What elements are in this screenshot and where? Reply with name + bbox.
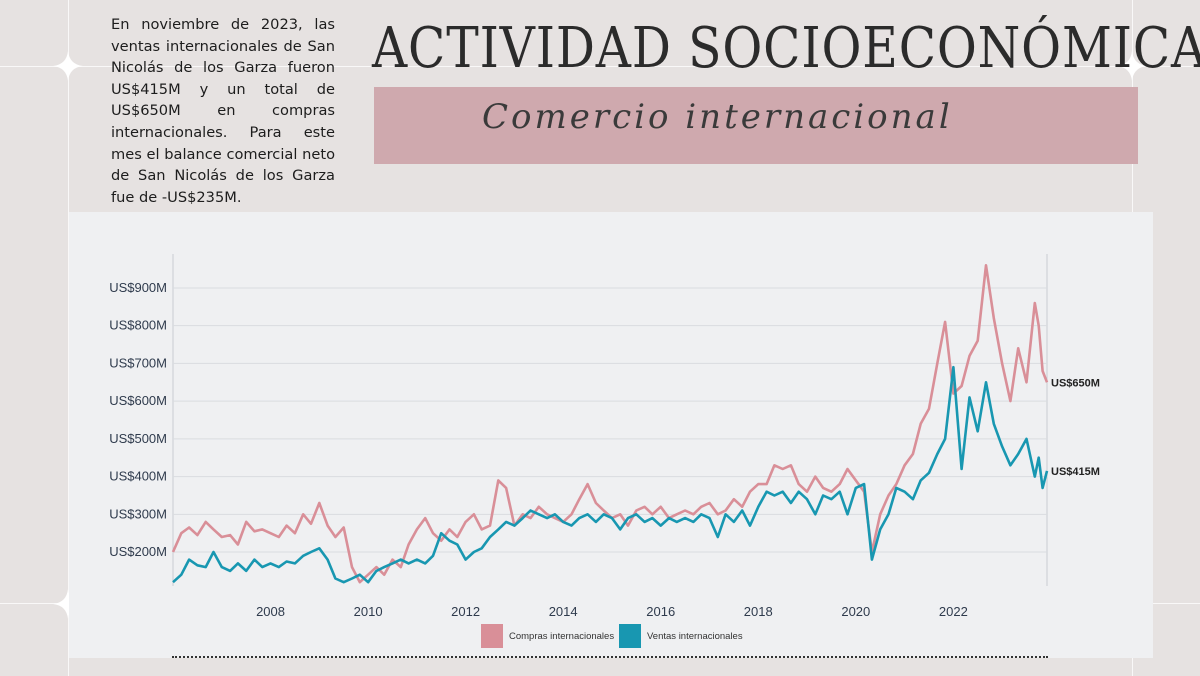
- x-tick-label: 2020: [841, 604, 870, 619]
- sparkle-icon: [1117, 51, 1147, 81]
- y-tick-label: US$600M: [109, 393, 167, 408]
- series-line-compras: [171, 264, 1049, 584]
- y-tick-label: US$500M: [109, 431, 167, 446]
- x-tick-label: 2014: [549, 604, 578, 619]
- x-tick-label: 2008: [256, 604, 285, 619]
- divider: [172, 656, 1048, 658]
- x-tick-label: 2016: [646, 604, 675, 619]
- legend-label: Compras internacionales: [509, 631, 614, 642]
- series-lines: [171, 264, 1049, 584]
- chart-legend: Compras internacionales Ventas internacio…: [481, 624, 743, 648]
- legend-swatch: [481, 624, 503, 648]
- y-tick-label: US$900M: [109, 280, 167, 295]
- y-axis-ticks: US$200M US$300M US$400M US$500M US$600M US$70…: [109, 280, 167, 559]
- x-tick-label: 2012: [451, 604, 480, 619]
- y-tick-label: US$700M: [109, 355, 167, 370]
- sparkle-icon: [53, 51, 83, 81]
- x-axis-ticks: 2008 2010 2012 2014 2016 2018 2020 2022: [256, 604, 968, 619]
- x-tick-label: 2018: [744, 604, 773, 619]
- legend-swatch: [619, 624, 641, 648]
- y-tick-label: US$200M: [109, 544, 167, 559]
- decor-line-left: [68, 0, 69, 676]
- intro-paragraph: En noviembre de 2023, las ventas interna…: [111, 16, 335, 206]
- x-tick-label: 2010: [354, 604, 383, 619]
- decor-line-top: [0, 66, 1200, 67]
- y-tick-label: US$400M: [109, 469, 167, 484]
- sparkle-icon: [53, 589, 83, 619]
- subtitle-banner: Comercio internacional: [374, 87, 1138, 164]
- page-title: ACTIVIDAD SOCIOECONÓMICA: [372, 16, 1200, 81]
- chart-grid: [172, 254, 1048, 586]
- y-tick-label: US$800M: [109, 318, 167, 333]
- end-labels: US$650M US$415M: [1051, 377, 1100, 478]
- legend-label: Ventas internacionales: [647, 631, 743, 642]
- line-chart: US$200M US$300M US$400M US$500M US$600M US$70…: [109, 254, 1100, 648]
- chart-panel: US$200M US$300M US$400M US$500M US$600M US$70…: [69, 212, 1153, 658]
- y-tick-label: US$300M: [109, 506, 167, 521]
- page-subtitle: Comercio internacional: [482, 97, 953, 137]
- series-line-ventas: [172, 365, 1049, 584]
- series-end-label: US$415M: [1051, 466, 1100, 478]
- series-end-label: US$650M: [1051, 377, 1100, 389]
- x-tick-label: 2022: [939, 604, 968, 619]
